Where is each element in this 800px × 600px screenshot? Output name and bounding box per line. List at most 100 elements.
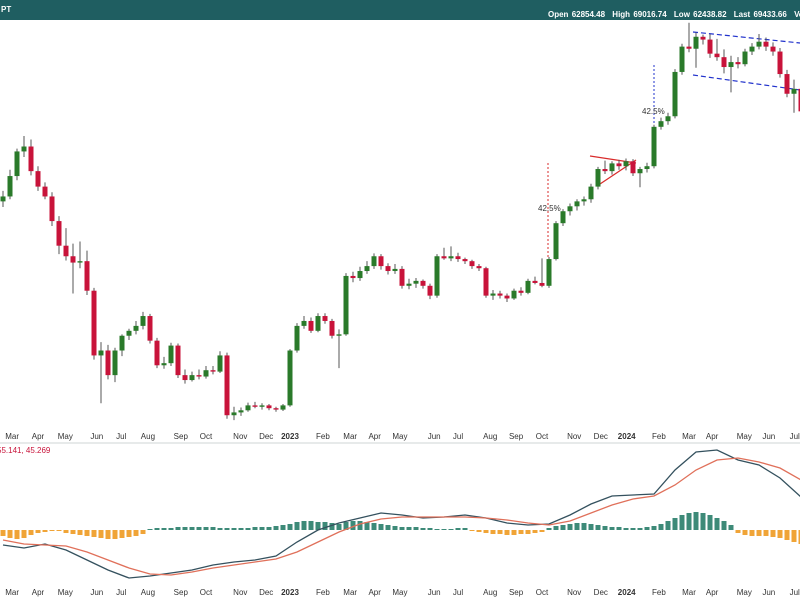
candle-body — [462, 259, 468, 262]
candle-body — [378, 256, 384, 267]
candle-body — [602, 169, 608, 172]
candle-body — [455, 256, 461, 260]
histogram-bar — [756, 530, 762, 536]
histogram-bar — [721, 521, 727, 530]
candle-body — [35, 171, 41, 187]
candle-body — [497, 293, 503, 296]
x-tick-label: Apr — [368, 588, 381, 597]
histogram-bar — [133, 530, 139, 536]
candle-body — [196, 375, 202, 377]
histogram-bar — [728, 525, 734, 530]
histogram-bar — [798, 530, 800, 544]
histogram-bar — [714, 518, 720, 530]
quote-bar: PT Open 62854.48 High 69016.74 Low 62438… — [0, 0, 800, 20]
histogram-bar — [119, 530, 125, 538]
candle-body — [56, 221, 62, 246]
drawings — [547, 31, 800, 258]
histogram-bar — [616, 527, 622, 530]
histogram-bar — [406, 527, 412, 530]
x-tick-label: Sep — [509, 588, 524, 597]
histogram-bar — [413, 527, 419, 530]
histogram-bar — [357, 521, 363, 530]
x-tick-label: Jun — [428, 588, 441, 597]
candle-body — [672, 71, 678, 117]
histogram-bar — [189, 527, 195, 530]
candle-body — [343, 275, 349, 335]
candle-body — [609, 163, 615, 172]
x-tick-label: Apr — [32, 432, 45, 441]
x-tick-label: Aug — [141, 432, 155, 441]
candle-body — [259, 405, 265, 407]
x-tick-label: Apr — [368, 432, 381, 441]
annotation: 42.5% — [642, 107, 665, 116]
indicator-label: 55.141, 45.269 — [0, 446, 51, 455]
histogram-bar — [217, 528, 223, 530]
histogram-bar — [567, 524, 573, 530]
x-tick-label: Jun — [428, 432, 441, 441]
histogram-bar — [791, 530, 797, 542]
candle-body — [63, 245, 69, 257]
x-tick-label: 2023 — [281, 588, 299, 597]
candle-body — [98, 350, 104, 356]
histogram-bar — [49, 530, 55, 531]
histogram-bar — [252, 527, 258, 530]
histogram-bar — [441, 529, 447, 530]
x-tick-label: Oct — [200, 588, 213, 597]
x-tick-label: Mar — [343, 432, 357, 441]
candle-body — [371, 256, 377, 267]
histogram-bar — [294, 522, 300, 530]
histogram-bar — [630, 528, 636, 530]
candle-body — [350, 275, 356, 279]
candle-body — [189, 375, 195, 381]
histogram-bar — [560, 525, 566, 530]
candle-body — [287, 350, 293, 406]
histogram-bar — [490, 530, 496, 534]
histogram-bar — [623, 528, 629, 530]
candle-body — [399, 268, 405, 286]
candle-body — [224, 355, 230, 416]
x-tick-label: Sep — [174, 588, 189, 597]
candle-body — [266, 405, 272, 409]
histogram-bar — [595, 525, 601, 530]
candle-body — [168, 345, 174, 364]
candle-body — [791, 88, 797, 94]
x-tick-label: Jul — [116, 588, 126, 597]
candle-body — [231, 412, 237, 416]
candle-body — [0, 196, 6, 202]
histogram-bar — [707, 515, 713, 530]
candle-body — [658, 121, 664, 127]
x-tick-label: Jun — [762, 432, 775, 441]
candle-body — [70, 256, 76, 263]
x-tick-label: Feb — [652, 588, 666, 597]
candle-body — [777, 51, 783, 75]
histogram-bar — [763, 530, 769, 536]
x-tick-label: Sep — [174, 432, 189, 441]
candle-body — [539, 282, 545, 286]
x-tick-label: Jul — [116, 432, 126, 441]
x-tick-label: Aug — [483, 588, 497, 597]
quote-label: High — [612, 10, 631, 19]
quote-value: 62854.48 — [571, 10, 606, 19]
x-tick-label: Oct — [536, 588, 549, 597]
x-tick-label: Mar — [343, 588, 357, 597]
histogram-bar — [329, 523, 335, 530]
candle-body — [154, 340, 160, 366]
histogram-bar — [434, 529, 440, 530]
quote-item: Open 62854.48 — [548, 10, 608, 19]
histogram-bar — [259, 527, 265, 530]
histogram-bar — [63, 530, 69, 533]
candle-body — [105, 350, 111, 376]
candle-body — [532, 280, 538, 283]
candle-body — [448, 256, 454, 259]
histogram-bar — [14, 530, 20, 539]
x-tick-label: Oct — [536, 432, 549, 441]
histogram-bar — [784, 530, 790, 540]
x-tick-label: May — [58, 432, 73, 441]
candle-body — [49, 196, 55, 222]
candle-body — [420, 280, 426, 286]
x-tick-label: Nov — [567, 432, 581, 441]
candle-body — [665, 116, 671, 122]
x-tick-label: Jun — [762, 588, 775, 597]
